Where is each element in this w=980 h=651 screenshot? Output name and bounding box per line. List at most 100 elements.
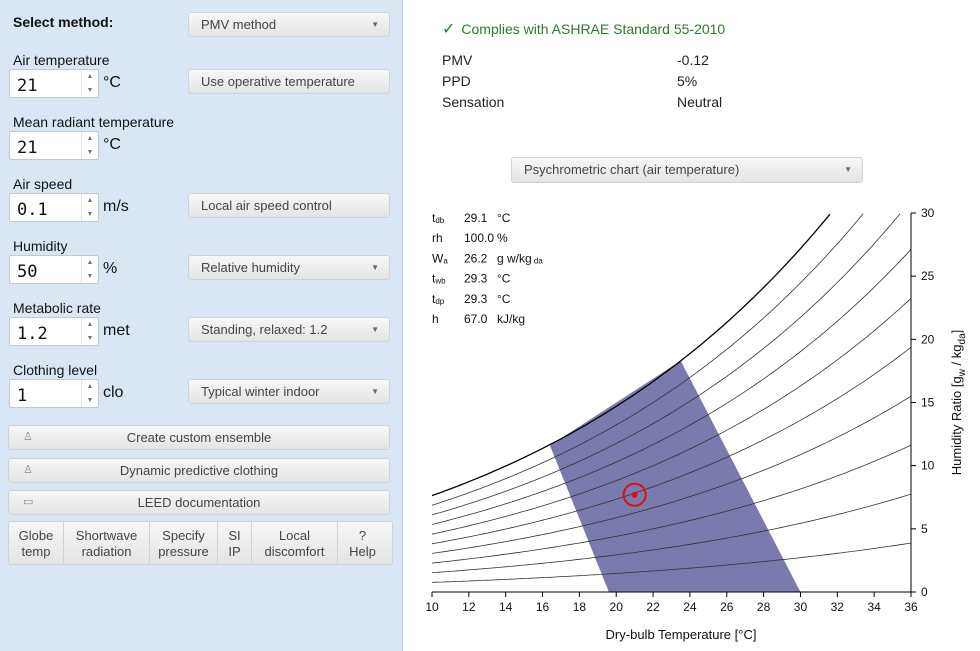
rh-curve-90 <box>431 213 864 506</box>
tab-line-2: Help <box>349 544 376 559</box>
create-custom-ensemble-label: Create custom ensemble <box>126 430 272 445</box>
option-tabs: Globe temp Shortwave radiation Specify p… <box>8 521 393 565</box>
x-tick-label: 22 <box>646 600 660 614</box>
use-operative-temperature-label: Use operative temperature <box>201 74 355 89</box>
rh-curve-40 <box>431 395 912 554</box>
clothing-level-stepper[interactable]: ▲ ▼ <box>9 379 99 408</box>
chevron-down-icon[interactable]: ▼ <box>86 273 94 280</box>
chevron-up-icon[interactable]: ▲ <box>86 135 94 142</box>
pmv-label: PMV <box>442 52 473 68</box>
chevron-down-icon[interactable]: ▼ <box>86 211 94 218</box>
readout-unit: % <box>497 231 508 245</box>
checkmark-icon: ✓ <box>442 21 456 38</box>
readout-unit: °C <box>497 272 511 286</box>
stepper-arrows: ▲ ▼ <box>81 318 98 345</box>
clothing-level-input[interactable] <box>10 380 82 407</box>
compliance-status: ✓ Complies with ASHRAE Standard 55-2010 <box>442 19 725 39</box>
chevron-down-icon[interactable]: ▼ <box>86 397 94 404</box>
tab-shortwave[interactable]: Shortwave radiation <box>64 522 150 564</box>
readout-symbol: rh <box>432 231 443 245</box>
tab-line-1: Specify <box>162 528 205 543</box>
clothing-level-label: Clothing level <box>13 362 98 378</box>
tab-line-1: SI <box>228 528 241 543</box>
x-tick-label: 18 <box>573 600 587 614</box>
chevron-up-icon[interactable]: ▲ <box>86 321 94 328</box>
standing-relaxed-1-2-dropdown[interactable]: Standing, relaxed: 1.2 ▼ <box>188 317 390 342</box>
mean-radiant-temperature-unit: °C <box>103 136 121 153</box>
mean-radiant-temperature-label: Mean radiant temperature <box>13 114 175 130</box>
chart-type-dropdown[interactable]: Psychrometric chart (air temperature) ▼ <box>511 157 863 183</box>
comfort-zone <box>549 360 801 592</box>
stepper-arrows: ▲ ▼ <box>81 194 98 221</box>
rh-curve-30 <box>431 444 912 564</box>
air-temperature-input[interactable] <box>10 70 82 97</box>
method-dropdown[interactable]: PMV method ▼ <box>188 12 390 37</box>
dynamic-predictive-clothing-button[interactable]: ♙ Dynamic predictive clothing <box>8 458 390 483</box>
chevron-up-icon[interactable]: ▲ <box>86 383 94 390</box>
tab-local[interactable]: Local discomfort <box>252 522 338 564</box>
relative-humidity-dropdown[interactable]: Relative humidity ▼ <box>188 255 390 280</box>
humidity-label: Humidity <box>13 238 68 254</box>
metabolic-rate-stepper[interactable]: ▲ ▼ <box>9 317 99 346</box>
create-custom-ensemble-button[interactable]: ♙ Create custom ensemble <box>8 425 390 450</box>
readout-value: 29.1 <box>464 211 488 225</box>
y-tick-label: 15 <box>921 396 935 410</box>
rh-curve-50 <box>431 346 912 545</box>
tab-specify[interactable]: Specify pressure <box>150 522 218 564</box>
use-operative-temperature-button[interactable]: Use operative temperature <box>188 69 390 94</box>
y-tick-label: 5 <box>921 522 928 536</box>
clothing-level-unit: clo <box>103 384 124 401</box>
local-air-speed-control-label: Local air speed control <box>201 198 332 213</box>
tab-si[interactable]: SI IP <box>218 522 252 564</box>
current-state-marker-ring[interactable] <box>622 482 647 507</box>
chevron-down-icon: ▼ <box>371 20 379 29</box>
mean-radiant-temperature-stepper[interactable]: ▲ ▼ <box>9 131 99 160</box>
air-speed-unit: m/s <box>103 198 129 215</box>
x-tick-label: 12 <box>462 600 476 614</box>
y-tick-label: 10 <box>921 459 935 473</box>
x-tick-label: 30 <box>794 600 808 614</box>
chevron-down-icon[interactable]: ▼ <box>86 87 94 94</box>
typical-winter-indoor-dropdown[interactable]: Typical winter indoor ▼ <box>188 379 390 404</box>
x-tick-label: 20 <box>610 600 624 614</box>
metabolic-rate-label: Metabolic rate <box>13 300 101 316</box>
chart-type-dropdown-value: Psychrometric chart (air temperature) <box>524 162 740 177</box>
current-state-marker-dot[interactable] <box>631 491 638 498</box>
chevron-up-icon[interactable]: ▲ <box>86 73 94 80</box>
psychrometric-chart[interactable]: 10 12 14 16 18 20 22 24 26 28 30 32 34 360 5 10 15 20 25 30… <box>404 0 980 651</box>
tab-line-2: IP <box>228 544 241 559</box>
air-temperature-stepper[interactable]: ▲ ▼ <box>9 69 99 98</box>
tab-line-1: Shortwave <box>75 528 138 543</box>
tab-line-2: radiation <box>81 544 132 559</box>
air-speed-label: Air speed <box>13 176 73 192</box>
x-tick-label: 10 <box>425 600 439 614</box>
y-tick-label: 0 <box>921 585 928 599</box>
chevron-down-icon[interactable]: ▼ <box>86 335 94 342</box>
person-icon: ♙ <box>23 464 33 476</box>
readout-symbol: tdp <box>432 292 445 306</box>
metabolic-rate-input[interactable] <box>10 318 82 345</box>
x-tick-label: 36 <box>904 600 918 614</box>
mean-radiant-temperature-input[interactable] <box>10 132 82 159</box>
stepper-arrows: ▲ ▼ <box>81 70 98 97</box>
air-speed-stepper[interactable]: ▲ ▼ <box>9 193 99 222</box>
humidity-stepper[interactable]: ▲ ▼ <box>9 255 99 284</box>
person-icon: ♙ <box>23 431 33 443</box>
humidity-input[interactable] <box>10 256 82 283</box>
air-speed-input[interactable] <box>10 194 82 221</box>
tab-help[interactable]: ? Help <box>338 522 387 564</box>
chevron-up-icon[interactable]: ▲ <box>86 259 94 266</box>
dynamic-predictive-clothing-label: Dynamic predictive clothing <box>119 463 279 478</box>
tab-line-2: pressure <box>158 544 209 559</box>
tab-globe[interactable]: Globe temp <box>9 522 64 564</box>
local-air-speed-control-button[interactable]: Local air speed control <box>188 193 390 218</box>
leed-documentation-button[interactable]: ▭ LEED documentation <box>8 490 390 515</box>
humidity-unit: % <box>103 260 118 277</box>
compliance-status-text: Complies with ASHRAE Standard 55-2010 <box>461 21 726 37</box>
chevron-down-icon: ▼ <box>371 387 379 396</box>
chevron-down-icon[interactable]: ▼ <box>86 149 94 156</box>
readout-value: 29.3 <box>464 272 488 286</box>
chevron-down-icon: ▼ <box>371 263 379 272</box>
chevron-up-icon[interactable]: ▲ <box>86 197 94 204</box>
metabolic-rate-unit: met <box>103 322 130 339</box>
